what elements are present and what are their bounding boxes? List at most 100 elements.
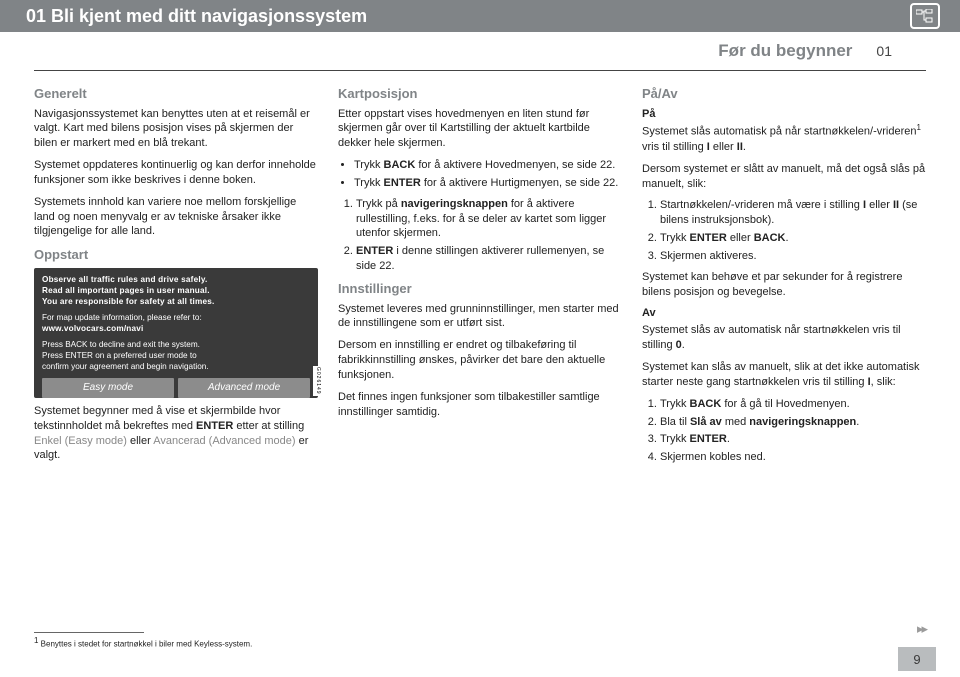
- innstillinger-heading: Innstillinger: [338, 280, 622, 298]
- chapter-index: 01: [876, 43, 892, 59]
- text: for å aktivere Hovedmenyen, se side 22.: [415, 159, 615, 171]
- content-area: Generelt Navigasjonssystemet kan benytte…: [0, 71, 960, 471]
- generelt-p3: Systemets innhold kan variere noe mellom…: [34, 195, 318, 240]
- scr-line: Observe all traffic rules and drive safe…: [42, 274, 310, 285]
- text: Startnøkkelen/-vrideren må være i stilli…: [660, 199, 863, 211]
- back-key: BACK: [690, 398, 722, 410]
- text: Systemet slås automatisk på når startnøk…: [642, 126, 917, 138]
- footnote-ref: 1: [917, 123, 921, 132]
- advanced-mode-button: Advanced mode: [178, 378, 310, 398]
- text: Trykk: [354, 159, 384, 171]
- generelt-heading: Generelt: [34, 85, 318, 103]
- scr-line: You are responsible for safety at all ti…: [42, 296, 310, 307]
- inn-p1: Systemet leveres med grunninnstillinger,…: [338, 302, 622, 332]
- chapter-title: 01 Bli kjent med ditt navigasjonssystem: [26, 6, 367, 27]
- list-item: Trykk BACK for å gå til Hovedmenyen.: [660, 397, 926, 412]
- inn-p3: Det finnes ingen funksjoner som tilbakes…: [338, 390, 622, 420]
- continue-icon: ▸▸: [917, 621, 926, 637]
- kart-numbered-list: Trykk på navigeringsknappen for å aktive…: [338, 197, 622, 274]
- list-item: Trykk på navigeringsknappen for å aktive…: [356, 197, 622, 242]
- text: eller: [127, 435, 153, 447]
- footnote-text: Benyttes i stedet for startnøkkel i bile…: [38, 640, 252, 649]
- pa-steps: Startnøkkelen/-vrideren må være i stilli…: [642, 198, 926, 263]
- generelt-p2: Systemet oppdateres kontinuerlig og kan …: [34, 158, 318, 188]
- paav-heading: På/Av: [642, 85, 926, 103]
- adv-mode-label: Avancerad (Advanced mode): [153, 435, 295, 447]
- text: .: [786, 232, 789, 244]
- text: vris til stilling: [642, 141, 707, 153]
- text: med: [722, 416, 750, 428]
- text: .: [682, 339, 685, 351]
- pa-p1: Systemet slås automatisk på når startnøk…: [642, 123, 926, 154]
- nav-button-label: navigeringsknappen: [401, 198, 508, 210]
- list-item: Trykk ENTER.: [660, 432, 926, 447]
- slaa-av-label: Slå av: [690, 416, 722, 428]
- back-key: BACK: [754, 232, 786, 244]
- enter-key: ENTER: [196, 420, 233, 432]
- scr-line: Read all important pages in user manual.: [42, 285, 310, 296]
- text: Trykk: [354, 177, 384, 189]
- chapter-header: 01 Bli kjent med ditt navigasjonssystem: [0, 0, 960, 32]
- pa-subheading: På: [642, 108, 655, 120]
- column-3: På/Av På Systemet slås automatisk på når…: [642, 81, 926, 471]
- text: eller: [727, 232, 754, 244]
- kart-bullet-list: Trykk BACK for å aktivere Hovedmenyen, s…: [338, 158, 622, 191]
- oppstart-heading: Oppstart: [34, 246, 318, 264]
- list-item: Startnøkkelen/-vrideren må være i stilli…: [660, 198, 926, 228]
- text: Trykk på: [356, 198, 401, 210]
- subheader-row: Før du begynner 01: [34, 32, 926, 71]
- easy-mode-button: Easy mode: [42, 378, 174, 398]
- av-p2: Systemet kan slås av manuelt, slik at de…: [642, 360, 926, 390]
- text: eller: [710, 141, 737, 153]
- page-number: 9: [898, 647, 936, 671]
- list-item: Trykk ENTER for å aktivere Hurtigmenyen,…: [354, 176, 622, 191]
- enter-key: ENTER: [356, 245, 393, 257]
- text: Trykk: [660, 232, 690, 244]
- text: i denne stillingen aktiverer rullemenyen…: [356, 245, 604, 272]
- list-item: Trykk ENTER eller BACK.: [660, 231, 926, 246]
- oppstart-p: Systemet begynner med å vise et skjermbi…: [34, 404, 318, 463]
- enter-key: ENTER: [384, 177, 421, 189]
- generelt-p1: Navigasjonssystemet kan benyttes uten at…: [34, 107, 318, 152]
- text: Bla til: [660, 416, 690, 428]
- inn-p2: Dersom en innstilling er endret og tilba…: [338, 338, 622, 383]
- kartposisjon-heading: Kartposisjon: [338, 85, 622, 103]
- image-code: G026149: [313, 366, 322, 396]
- scr-line: Press ENTER on a preferred user mode to: [42, 350, 310, 361]
- av-p1: Systemet slås av automatisk når startnøk…: [642, 323, 926, 353]
- column-1: Generelt Navigasjonssystemet kan benytte…: [34, 81, 318, 471]
- scr-line: For map update information, please refer…: [42, 312, 310, 323]
- text: .: [856, 416, 859, 428]
- list-item: Trykk BACK for å aktivere Hovedmenyen, s…: [354, 158, 622, 173]
- text: eller: [866, 199, 893, 211]
- easy-mode-label: Enkel (Easy mode): [34, 435, 127, 447]
- text: etter at stilling: [233, 420, 304, 432]
- section-name: Før du begynner: [718, 41, 852, 61]
- column-2: Kartposisjon Etter oppstart vises hovedm…: [338, 81, 622, 471]
- text: for å aktivere Hurtigmenyen, se side 22.: [421, 177, 618, 189]
- text: , slik:: [871, 376, 896, 388]
- mode-row: Easy mode Advanced mode: [42, 378, 310, 398]
- nav-button-label: navigeringsknappen: [749, 416, 856, 428]
- scr-line: confirm your agreement and begin navigat…: [42, 361, 310, 372]
- kart-p1: Etter oppstart vises hovedmenyen en lite…: [338, 107, 622, 152]
- list-item: ENTER i denne stillingen aktiverer rulle…: [356, 244, 622, 274]
- pa-p2: Dersom systemet er slått av manuelt, må …: [642, 162, 926, 192]
- list-item: Skjermen aktiveres.: [660, 249, 926, 264]
- text: Trykk: [660, 398, 690, 410]
- back-key: BACK: [384, 159, 416, 171]
- enter-key: ENTER: [690, 232, 727, 244]
- footnote-rule: [34, 632, 144, 633]
- enter-key: ENTER: [690, 433, 727, 445]
- list-item: Bla til Slå av med navigeringsknappen.: [660, 415, 926, 430]
- nav-system-icon: [910, 3, 940, 29]
- text: .: [727, 433, 730, 445]
- scr-line: www.volvocars.com/navi: [42, 323, 310, 334]
- text: for å gå til Hovedmenyen.: [721, 398, 849, 410]
- text: Trykk: [660, 433, 690, 445]
- av-subheading: Av: [642, 307, 656, 319]
- av-steps: Trykk BACK for å gå til Hovedmenyen. Bla…: [642, 397, 926, 465]
- text: .: [743, 141, 746, 153]
- pa-p3: Systemet kan behøve et par sekunder for …: [642, 270, 926, 300]
- footnote: 1 Benyttes i stedet for startnøkkel i bi…: [34, 636, 252, 649]
